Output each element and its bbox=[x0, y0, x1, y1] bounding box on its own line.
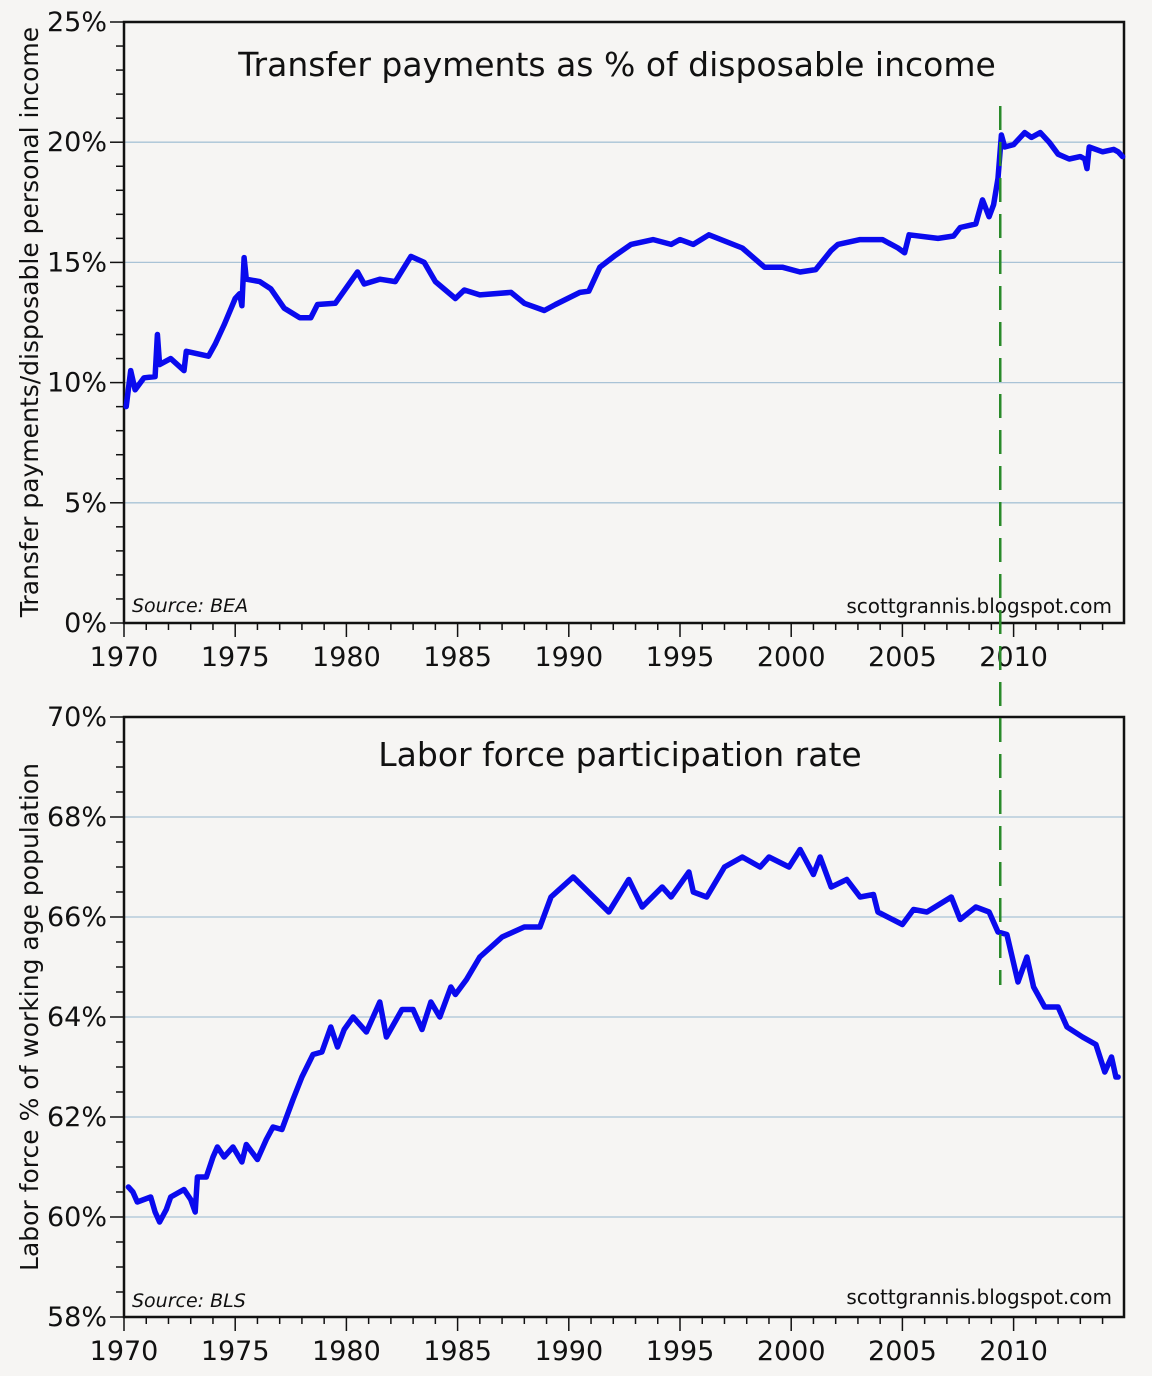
y-tick-label: 10% bbox=[47, 368, 107, 399]
y-tick-label: 5% bbox=[64, 488, 107, 519]
y-tick-label: 0% bbox=[64, 608, 107, 639]
x-tick-label: 1985 bbox=[423, 1336, 492, 1367]
chart-title: Labor force participation rate bbox=[378, 735, 861, 774]
x-tick-label: 1975 bbox=[201, 642, 270, 673]
x-tick-label: 1990 bbox=[534, 1336, 603, 1367]
y-tick-label: 15% bbox=[47, 247, 107, 278]
y-tick-label: 62% bbox=[47, 1102, 107, 1133]
x-tick-label: 1995 bbox=[646, 1336, 715, 1367]
x-tick-label: 1970 bbox=[90, 642, 159, 673]
y-axis-label: Labor force % of working age population bbox=[15, 763, 44, 1271]
plot-frame bbox=[122, 20, 1126, 625]
x-tick-label: 1980 bbox=[312, 1336, 381, 1367]
x-tick-label: 2005 bbox=[868, 1336, 937, 1367]
x-tick-label: 1980 bbox=[312, 642, 381, 673]
x-tick-label: 2010 bbox=[979, 1336, 1048, 1367]
transfer-payments-chart: Transfer payments as % of disposable inc… bbox=[15, 7, 1126, 673]
x-tick-label: 2000 bbox=[757, 642, 826, 673]
x-tick-label: 1985 bbox=[423, 642, 492, 673]
watermark: scottgrannis.blogspot.com bbox=[846, 594, 1112, 618]
x-tick-label: 1975 bbox=[201, 1336, 270, 1367]
source-note: Source: BLS bbox=[132, 1290, 246, 1312]
chart-title: Transfer payments as % of disposable inc… bbox=[237, 45, 996, 84]
y-tick-label: 68% bbox=[47, 802, 107, 833]
watermark: scottgrannis.blogspot.com bbox=[846, 1285, 1112, 1309]
series-line bbox=[123, 129, 1126, 410]
y-tick-label: 20% bbox=[47, 127, 107, 158]
series-line bbox=[125, 846, 1121, 1225]
y-tick-label: 70% bbox=[47, 702, 107, 733]
y-tick-label: 66% bbox=[47, 902, 107, 933]
y-tick-label: 25% bbox=[47, 7, 107, 38]
x-tick-label: 2000 bbox=[757, 1336, 826, 1367]
labor-force-chart: Labor force participation rate Labor for… bbox=[15, 702, 1126, 1367]
x-tick-label: 1990 bbox=[534, 642, 603, 673]
y-tick-label: 60% bbox=[47, 1202, 107, 1233]
source-note: Source: BEA bbox=[132, 595, 248, 617]
y-tick-label: 64% bbox=[47, 1002, 107, 1033]
x-tick-label: 2010 bbox=[979, 642, 1048, 673]
y-axis-label: Transfer payments/disposable personal in… bbox=[15, 27, 44, 618]
y-tick-label: 58% bbox=[47, 1302, 107, 1333]
x-tick-label: 2005 bbox=[868, 642, 937, 673]
x-tick-label: 1995 bbox=[646, 642, 715, 673]
x-tick-label: 1970 bbox=[90, 1336, 159, 1367]
